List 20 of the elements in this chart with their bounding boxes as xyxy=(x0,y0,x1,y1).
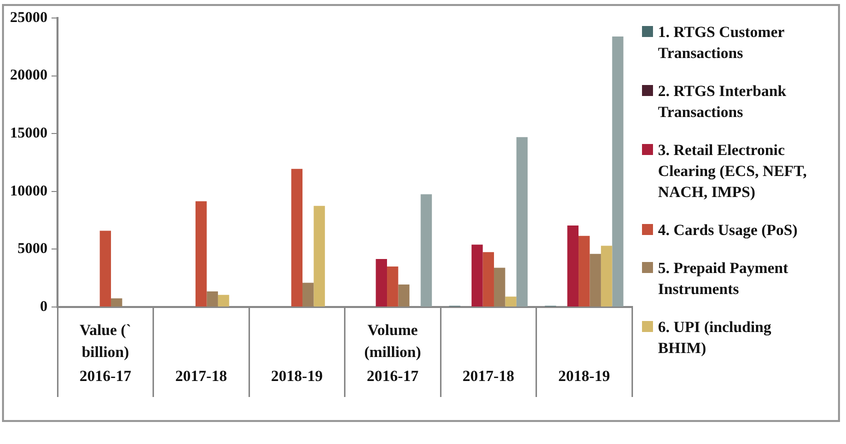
x-tick-label: 2018-19 xyxy=(271,368,323,385)
x-tick-label: 2016-17 xyxy=(80,368,132,385)
legend-label: 4. Cards Usage (PoS) xyxy=(658,221,798,241)
legend-label: 1. RTGS Customer Transactions xyxy=(658,23,786,64)
text: Volume (million) xyxy=(364,322,422,361)
x-tick-label: 2018-19 xyxy=(558,368,610,385)
y-tick-label: 20000 xyxy=(10,68,48,84)
y-tick-label: 25000 xyxy=(10,10,48,26)
y-tick-label: 0 xyxy=(40,298,48,315)
x-tick-label: 2017-18 xyxy=(462,368,514,385)
legend-label: 3. Retail Electronic Clearing (ECS, NEFT, NACH, IMPS) xyxy=(658,141,808,203)
legend-label: 6. UPI (including BHIM) xyxy=(658,318,772,359)
x-tick-label: 2016-17 xyxy=(366,368,419,385)
legend-label: 5. Prepaid Payment Instruments xyxy=(658,259,790,300)
x-tick-label: 2017-18 xyxy=(175,368,228,385)
y-tick-label: 5000 xyxy=(18,241,48,258)
y-tick-label: 10000 xyxy=(10,183,48,200)
y-tick-label: 15000 xyxy=(10,125,48,142)
legend-label: 2. RTGS Interbank Transactions xyxy=(658,82,788,123)
text: Value (` billion) xyxy=(80,322,132,361)
